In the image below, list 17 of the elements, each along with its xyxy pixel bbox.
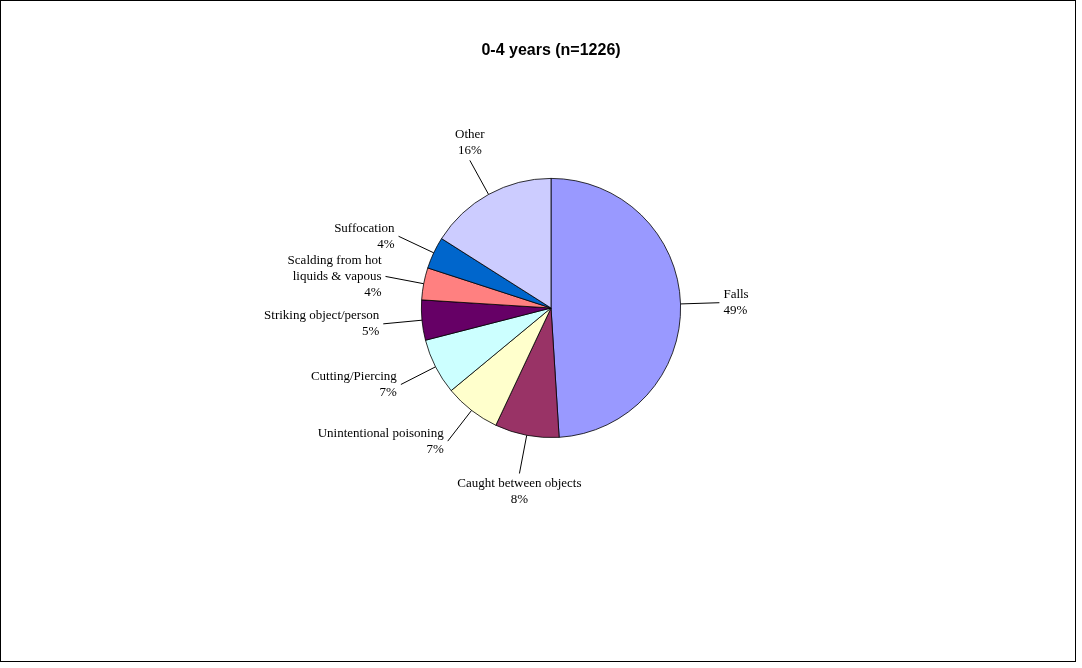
data-label: 7%	[426, 440, 444, 456]
slice-label: Unintentional poisoning	[317, 424, 445, 440]
slice-label: Falls	[723, 286, 749, 302]
slice-label: Striking object/person	[264, 307, 380, 323]
slice-label: Suffocation	[334, 219, 396, 235]
data-label: 4%	[377, 235, 395, 251]
slice-label: Other	[455, 125, 486, 141]
chart-title: 0-4 years (n=1226)	[481, 41, 621, 59]
data-label: 8%	[510, 490, 529, 506]
slice-label: Caught between objects	[457, 474, 582, 490]
data-label: 49%	[723, 302, 748, 318]
data-label: 7%	[379, 383, 398, 399]
slice-label: Scalding from hot liquids & vapous	[287, 251, 382, 283]
slice-label: Cutting/Piercing	[310, 367, 398, 383]
data-label: 16%	[457, 141, 482, 157]
data-label: 5%	[361, 323, 380, 339]
data-label: 4%	[364, 283, 382, 299]
